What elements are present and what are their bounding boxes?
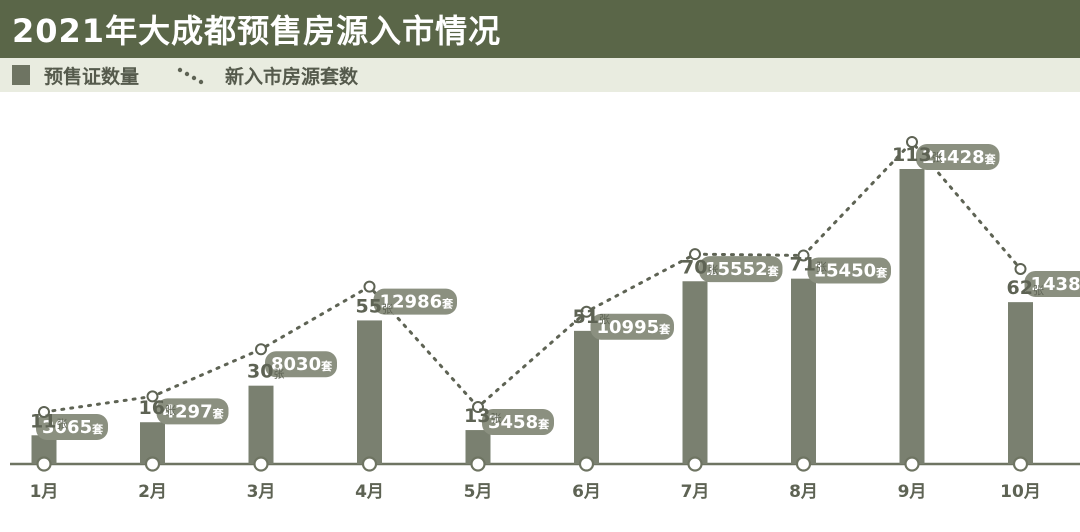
line-label-5月: 3458套 [482,409,554,436]
axis-marker-3月 [253,456,269,472]
line-value-label: 3065套 [42,417,104,438]
bar-swatch-icon [12,65,30,85]
bar-6月 [574,330,599,464]
legend-line-label: 新入市房源套数 [225,65,359,88]
pill-bg [807,257,891,284]
line-label-3月: 8030套 [265,351,337,378]
chart-area: 3065套 4297套 8030套 12986套 3458套 10995套 15552套 15… [10,136,1080,502]
axis-marker-1月 [36,456,52,472]
pill-bg [916,144,1000,170]
x-tick-label: 8月 [789,482,818,502]
line-value-label: 3458套 [488,412,550,433]
bar-value-label: 55张 [356,295,393,317]
x-tick-label: 10月 [1000,482,1041,502]
line-label-7月: 15552套 [699,256,783,283]
x-tick-label: 7月 [681,482,710,502]
line-point-9月 [906,136,918,148]
line-point-6月 [580,305,593,318]
bar-value-label: 113张 [892,144,943,166]
line-value-label: 4297套 [163,401,225,422]
bar-value-label: 70张 [681,256,718,278]
axis-marker-5月 [470,456,486,472]
axis-marker-8月 [795,456,812,472]
line-point-8月 [797,249,810,262]
x-tick-label: 6月 [572,482,601,502]
x-tick-label: 4月 [355,482,384,502]
line-point-4月 [363,280,376,293]
line-value-label: 24428套 [922,147,997,168]
bar-10月 [1008,302,1033,464]
bar-4月 [357,320,382,464]
bar-value-label: 13张 [464,405,501,427]
axis-marker-4月 [361,456,378,472]
x-tick-label: 9月 [898,482,927,502]
bar-7月 [682,281,708,464]
pill-bg [482,409,554,436]
line-label-4月: 12986套 [373,288,457,315]
line-point-7月 [689,248,701,261]
legend-item-bars: 预售证数量 [0,62,139,89]
line-point-10月 [1014,262,1027,275]
line-value-label: 15450套 [814,260,889,281]
bar-value-label: 71张 [790,254,827,276]
bar-value-label: 16张 [139,397,176,419]
x-tick-label: 5月 [464,482,493,502]
line-value-label: 8030套 [271,354,333,375]
legend: 预售证数量 新入市房源套数 [0,58,1080,92]
line-point-2月 [146,390,159,403]
line-label-2月: 4297套 [156,398,229,425]
dotted-line-icon [177,67,204,85]
bar-value-label: 62张 [1007,277,1044,299]
pill-bg [36,414,108,440]
line-label-10月: 14382套 [1024,270,1080,297]
pill-bg [1024,270,1080,297]
axis-marker-9月 [904,456,920,472]
line-label-1月: 3065套 [36,414,108,440]
line-label-9月: 24428套 [916,144,1000,170]
axis-marker-10月 [1012,456,1029,472]
line-point-1月 [38,406,50,418]
pill-bg [265,351,337,378]
axis-marker-7月 [687,456,703,472]
bar-3月 [248,385,274,464]
x-tick-label: 3月 [247,482,276,502]
axis-marker-6月 [578,456,595,472]
title-bar: 2021年大成都预售房源入市情况 [0,0,1080,58]
bar-value-label: 30张 [247,361,284,383]
pill-bg [373,288,457,315]
line-label-6月: 10995套 [590,313,674,340]
bar-8月 [791,278,816,464]
line-value-label: 14382套 [1031,274,1080,295]
chart-title: 2021年大成都预售房源入市情况 [12,12,502,50]
pill-bg [699,256,783,283]
line-value-label: 12986套 [380,292,455,313]
bar-9月 [899,169,925,464]
bar-value-label: 51张 [573,306,610,328]
x-tick-label: 2月 [138,482,167,502]
pill-bg [156,398,229,425]
axis-marker-2月 [144,456,161,472]
x-tick-label: 1月 [30,482,59,502]
legend-bars-label: 预售证数量 [44,65,140,88]
series-line [42,139,1022,414]
line-value-label: 15552套 [705,259,780,280]
line-label-8月: 15450套 [807,257,891,284]
pill-bg [590,313,674,340]
line-value-label: 10995套 [597,317,672,338]
legend-item-line: 新入市房源套数 [139,62,358,89]
line-point-3月 [255,343,267,356]
line-point-5月 [472,401,484,414]
bar-value-label: 11张 [30,410,67,432]
